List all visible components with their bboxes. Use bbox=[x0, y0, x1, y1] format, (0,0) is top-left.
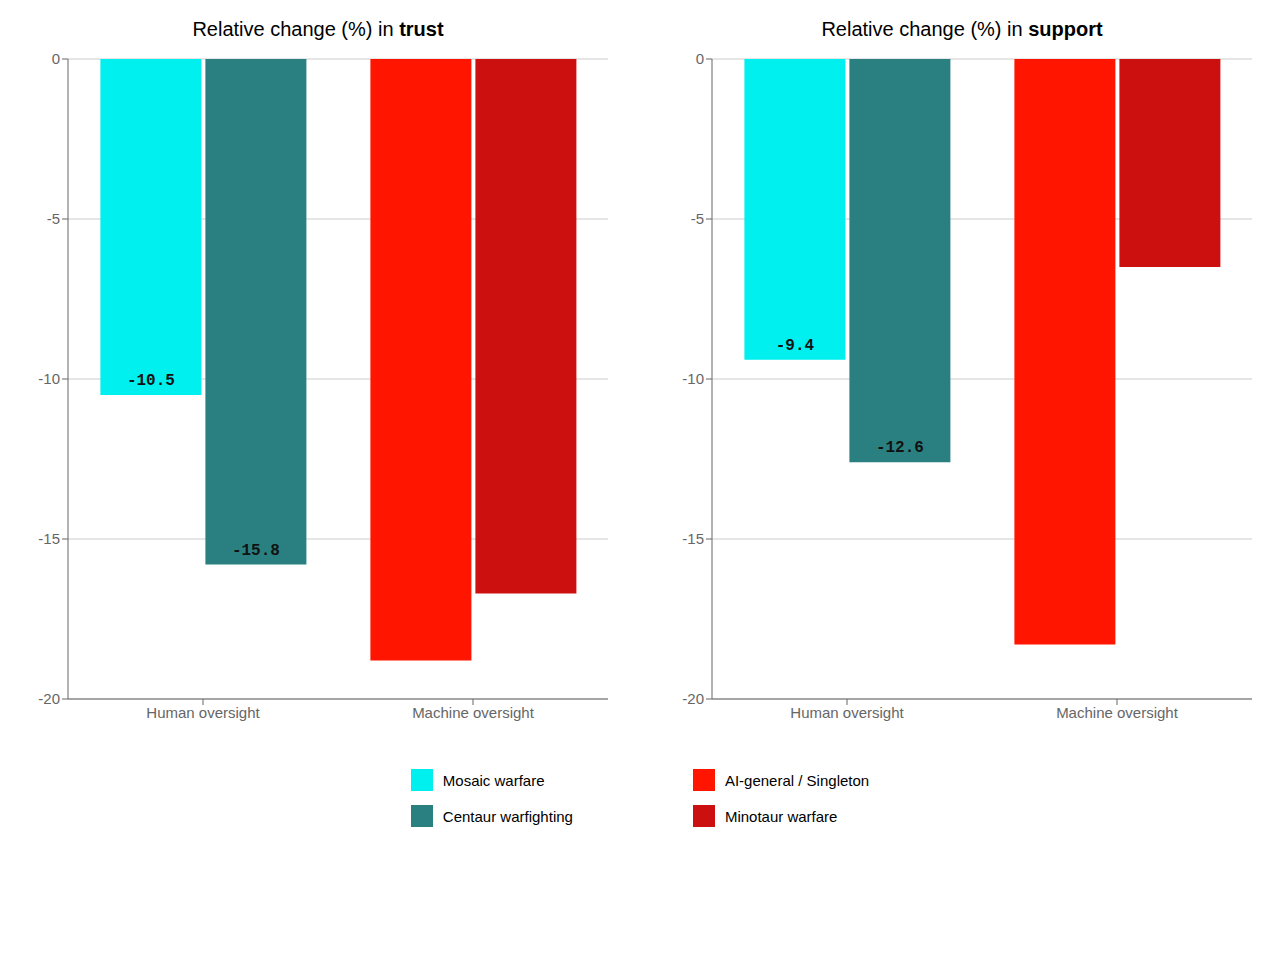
svg-text:Machine oversight: Machine oversight bbox=[412, 704, 535, 721]
svg-text:-20: -20 bbox=[682, 690, 704, 707]
svg-text:Human oversight: Human oversight bbox=[146, 704, 260, 721]
svg-text:-10.5: -10.5 bbox=[127, 372, 175, 390]
svg-text:0: 0 bbox=[696, 50, 704, 67]
html-text:Centaur warfighting: Centaur warfighting bbox=[442, 807, 573, 825]
html-text:Relative change (%) in support: Relative change (%) in support bbox=[821, 18, 1103, 40]
svg-text:-10: -10 bbox=[682, 370, 704, 387]
svg-text:-10: -10 bbox=[38, 370, 60, 387]
svg-text:-9.4: -9.4 bbox=[776, 337, 815, 355]
html-text:Mosaic warfare: Mosaic warfare bbox=[442, 771, 545, 789]
svg-text:-20: -20 bbox=[38, 690, 60, 707]
svg-text:Machine oversight: Machine oversight bbox=[1056, 704, 1179, 721]
svg-text:Human oversight: Human oversight bbox=[790, 704, 904, 721]
html-text:AI-general / Singleton: AI-general / Singleton bbox=[724, 771, 870, 789]
svg-text:0: 0 bbox=[52, 50, 60, 67]
svg-text:-12.6: -12.6 bbox=[876, 439, 924, 457]
svg-text:-15: -15 bbox=[38, 530, 60, 547]
svg-text:-15.8: -15.8 bbox=[232, 542, 280, 560]
svg-text:-5: -5 bbox=[691, 210, 704, 227]
html-text:Minotaur warfare: Minotaur warfare bbox=[724, 807, 838, 825]
svg-text:-5: -5 bbox=[47, 210, 60, 227]
html-text:Relative change (%) in trust: Relative change (%) in trust bbox=[192, 18, 444, 40]
svg-text:-15: -15 bbox=[682, 530, 704, 547]
